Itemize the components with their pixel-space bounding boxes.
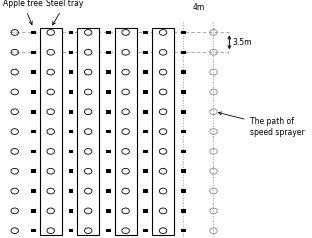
Bar (31, 110, 36, 114)
Bar (31, 189, 36, 193)
Bar (69, 209, 73, 213)
Bar (31, 169, 36, 173)
Text: 4m: 4m (192, 3, 204, 11)
Bar (144, 209, 148, 213)
Bar (144, 70, 148, 74)
Bar (181, 130, 186, 133)
Bar (181, 70, 186, 74)
Bar (69, 110, 73, 114)
Bar (40, 28, 62, 235)
Bar (31, 150, 36, 153)
Bar (69, 130, 73, 133)
Bar (106, 70, 111, 74)
Bar (69, 70, 73, 74)
Bar (106, 130, 111, 133)
Bar (31, 90, 36, 94)
Bar (181, 150, 186, 153)
Bar (106, 50, 111, 54)
Bar (106, 90, 111, 94)
Bar (106, 150, 111, 153)
Text: Apple tree: Apple tree (3, 0, 43, 25)
Bar (144, 31, 148, 34)
Bar (181, 110, 186, 114)
Bar (181, 209, 186, 213)
Bar (144, 150, 148, 153)
Bar (181, 189, 186, 193)
Bar (181, 229, 186, 233)
Bar (106, 189, 111, 193)
Bar (181, 169, 186, 173)
Bar (106, 229, 111, 233)
Bar (115, 28, 137, 235)
Bar (31, 209, 36, 213)
Bar (69, 189, 73, 193)
Bar (69, 31, 73, 34)
Bar (144, 90, 148, 94)
Text: The path of
speed sprayer: The path of speed sprayer (218, 112, 304, 137)
Bar (144, 189, 148, 193)
Bar (31, 130, 36, 133)
Bar (144, 169, 148, 173)
Bar (181, 50, 186, 54)
Bar (152, 28, 174, 235)
Bar (144, 110, 148, 114)
Bar (69, 229, 73, 233)
Bar (31, 50, 36, 54)
Bar (106, 169, 111, 173)
Bar (69, 90, 73, 94)
Bar (69, 50, 73, 54)
Bar (144, 130, 148, 133)
Bar (69, 169, 73, 173)
Bar (106, 209, 111, 213)
Bar (181, 90, 186, 94)
Bar (144, 229, 148, 233)
Text: 3.5m: 3.5m (233, 38, 252, 47)
Bar (106, 110, 111, 114)
Bar (106, 31, 111, 34)
Bar (144, 50, 148, 54)
Bar (69, 150, 73, 153)
Bar (31, 31, 36, 34)
Bar (31, 229, 36, 233)
Bar (181, 31, 186, 34)
Text: Steel tray: Steel tray (46, 0, 84, 25)
Bar (77, 28, 99, 235)
Bar (31, 70, 36, 74)
